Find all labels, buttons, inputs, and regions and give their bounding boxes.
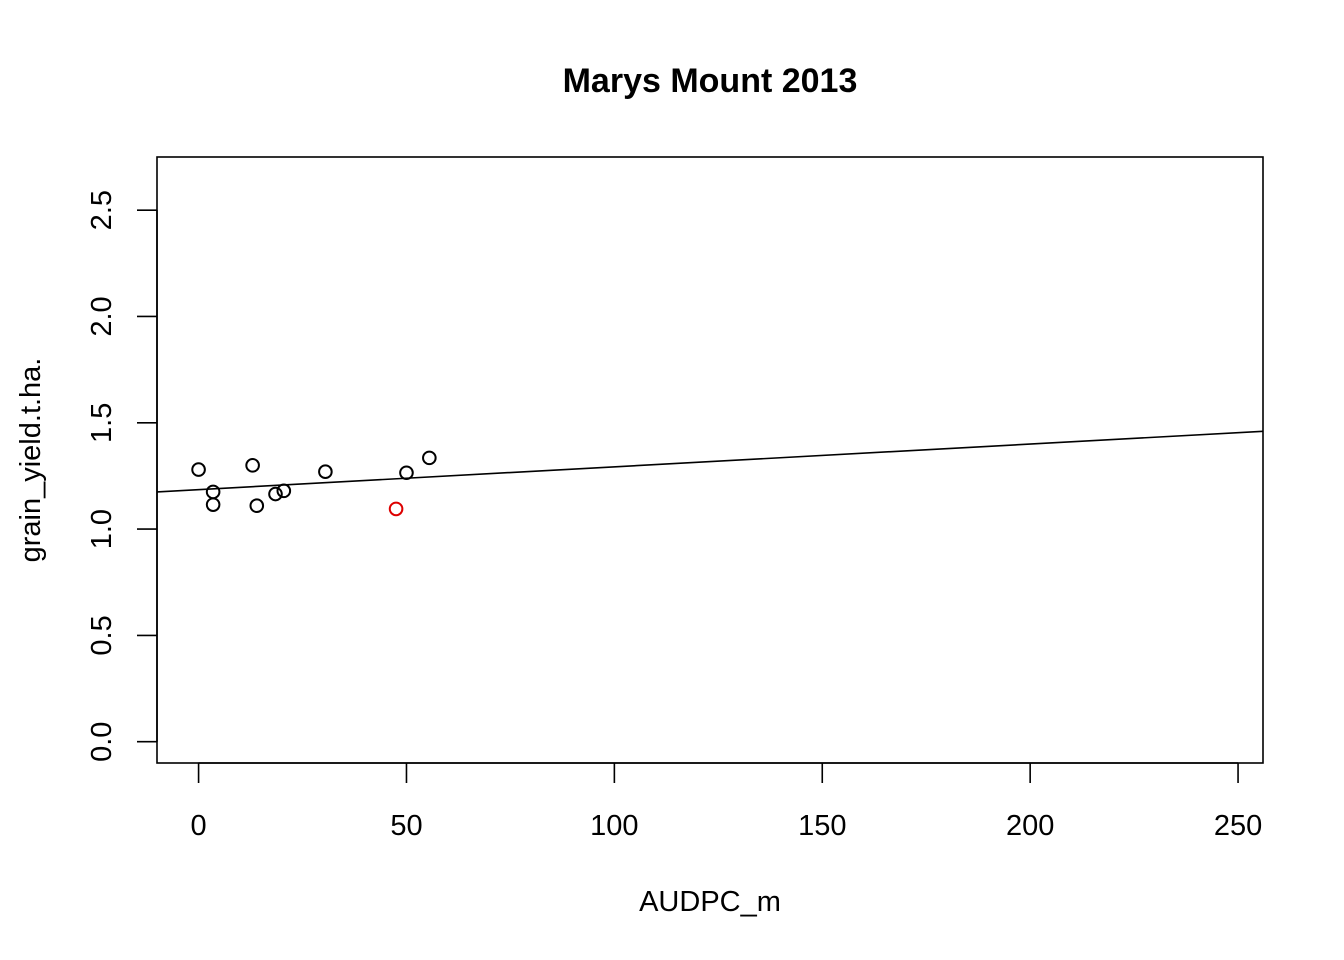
data-point xyxy=(318,464,333,479)
data-point xyxy=(399,465,414,481)
y-tick-label: 1.5 xyxy=(86,403,118,443)
chart-title: Marys Mount 2013 xyxy=(563,62,858,100)
data-point xyxy=(249,498,265,514)
data-point xyxy=(205,484,221,500)
x-tick-label: 150 xyxy=(798,810,846,842)
y-tick-label: 2.0 xyxy=(86,296,118,336)
y-tick-label: 0.5 xyxy=(86,615,118,655)
data-point xyxy=(245,458,260,473)
y-tick-label: 1.0 xyxy=(86,509,118,549)
x-tick-label: 50 xyxy=(390,810,422,842)
data-point xyxy=(268,486,283,502)
x-tick-label: 0 xyxy=(191,810,207,842)
x-axis: 0 50 100 150 200 250 xyxy=(191,762,1262,842)
y-axis: 0.0 0.5 1.0 1.5 2.0 2.5 xyxy=(86,190,158,762)
y-tick-label: 0.0 xyxy=(86,722,118,762)
regression-line-layer xyxy=(156,430,1264,493)
data-points-layer xyxy=(191,450,437,517)
plot-frame xyxy=(156,156,1264,764)
data-point xyxy=(191,462,206,477)
x-tick-label: 250 xyxy=(1214,810,1262,842)
x-tick-label: 100 xyxy=(590,810,638,842)
x-tick-label: 200 xyxy=(1006,810,1054,842)
y-axis-title: grain_yield.t.ha. xyxy=(15,358,47,563)
data-point xyxy=(276,483,292,499)
data-point xyxy=(205,497,221,512)
regression-line xyxy=(156,430,1264,493)
data-point xyxy=(422,450,437,466)
y-tick-label: 2.5 xyxy=(86,190,118,230)
data-point xyxy=(388,501,404,517)
x-axis-title: AUDPC_m xyxy=(639,886,781,918)
